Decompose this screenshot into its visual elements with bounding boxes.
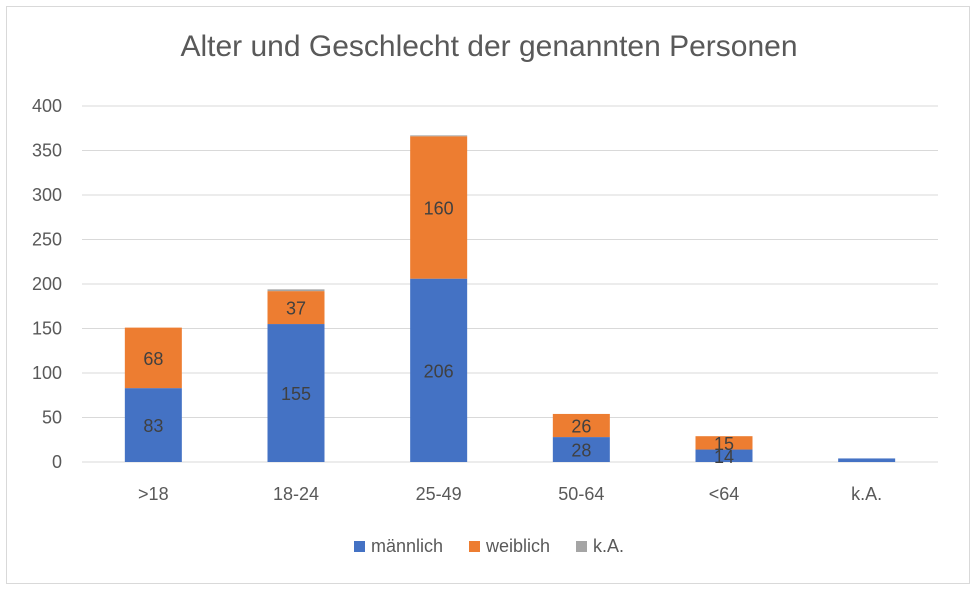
x-tick-label-1: 18-24	[273, 484, 319, 504]
bar-k.A.-25-49	[410, 135, 468, 137]
data-label-männlich->18: 83	[143, 416, 163, 436]
x-tick-label-0: >18	[138, 484, 169, 504]
legend-item-männlich: männlich	[353, 536, 443, 557]
x-tick-label-5: k.A.	[851, 484, 882, 504]
bar-weiblich-<64	[695, 436, 753, 450]
chart-title: Alter und Geschlecht der genannten Perso…	[180, 30, 798, 63]
data-label-männlich-<64: 14	[714, 447, 734, 467]
bar-männlich-50-64	[552, 437, 610, 462]
bar-weiblich-25-49	[410, 136, 468, 279]
y-tick-label-50: 50	[42, 408, 62, 428]
bar-k.A.-18-24	[267, 289, 325, 292]
legend-label: weiblich	[486, 536, 551, 556]
bar-weiblich-50-64	[552, 413, 610, 438]
legend-label: k.A.	[593, 536, 625, 556]
bar-männlich-k.A.	[838, 458, 896, 462]
data-label-männlich-50-64: 28	[571, 441, 591, 461]
legend-swatch	[576, 541, 588, 552]
bar-männlich-<64	[695, 449, 753, 462]
y-tick-label-0: 0	[52, 452, 62, 472]
y-tick-label-300: 300	[32, 185, 62, 205]
y-tick-label-350: 350	[32, 141, 62, 161]
legend-label: männlich	[370, 536, 443, 556]
legend-item-weiblich: weiblich	[469, 536, 550, 557]
legend-swatch	[469, 541, 480, 552]
legend-item-k.A.: k.A.	[576, 536, 624, 557]
bar-weiblich-18-24	[267, 291, 325, 325]
data-label-weiblich-50-64: 26	[571, 417, 591, 437]
y-tick-label-250: 250	[32, 230, 62, 250]
data-label-weiblich-<64: 15	[714, 434, 734, 454]
data-label-weiblich->18: 68	[143, 349, 163, 369]
bar-männlich->18	[124, 388, 182, 462]
x-tick-label-4: <64	[709, 484, 740, 504]
x-tick-label-3: 50-64	[558, 484, 604, 504]
data-label-männlich-18-24: 155	[281, 384, 311, 404]
bar-weiblich->18	[124, 327, 182, 389]
data-label-weiblich-25-49: 160	[424, 198, 454, 218]
y-tick-label-200: 200	[32, 274, 62, 294]
y-tick-label-400: 400	[32, 96, 62, 116]
x-tick-label-2: 25-49	[416, 484, 462, 504]
y-tick-label-150: 150	[32, 319, 62, 339]
data-label-männlich-25-49: 206	[424, 361, 454, 381]
chart-frame	[6, 6, 970, 584]
y-tick-label-100: 100	[32, 363, 62, 383]
bar-männlich-18-24	[267, 324, 325, 462]
chart-legend: männlich weiblich k.A.	[0, 536, 978, 557]
data-label-weiblich-18-24: 37	[286, 299, 306, 319]
bar-männlich-25-49	[410, 278, 468, 462]
legend-swatch	[353, 541, 365, 552]
